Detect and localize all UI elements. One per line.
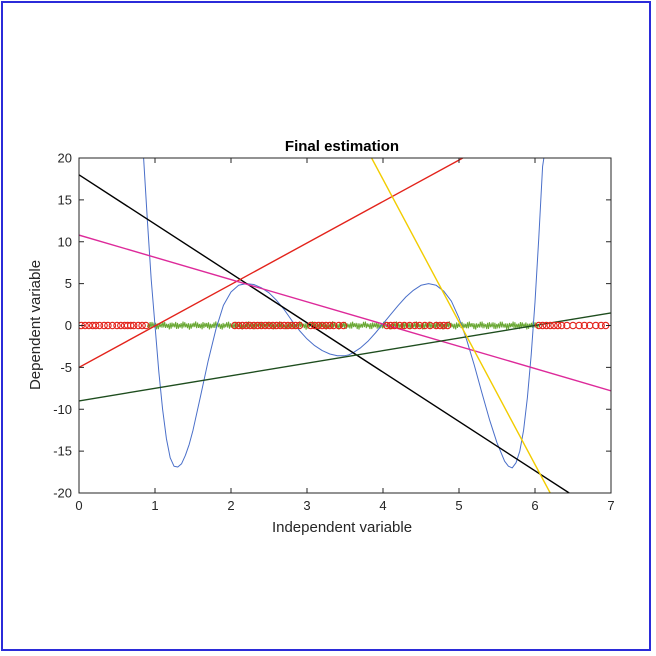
data-marker xyxy=(113,321,121,330)
data-marker xyxy=(142,321,150,330)
data-marker xyxy=(546,321,554,330)
data-marker xyxy=(242,321,250,330)
data-marker xyxy=(129,321,138,330)
data-marker xyxy=(386,321,395,330)
data-marker xyxy=(261,321,269,330)
data-marker xyxy=(284,321,292,330)
data-marker xyxy=(326,321,334,330)
data-marker xyxy=(314,321,323,330)
y-tick-label: 15 xyxy=(58,192,72,207)
data-marker xyxy=(138,321,146,330)
data-marker xyxy=(335,321,343,330)
data-marker xyxy=(250,321,258,330)
x-tick-label: 4 xyxy=(379,498,386,513)
data-marker xyxy=(440,321,448,330)
y-tick-label: -20 xyxy=(53,486,72,501)
noise-band xyxy=(146,321,540,330)
data-marker xyxy=(269,321,277,330)
chart-title: Final estimation xyxy=(285,138,399,155)
data-marker xyxy=(307,321,315,330)
data-marker xyxy=(253,321,262,330)
data-marker xyxy=(310,321,319,330)
data-marker xyxy=(329,321,338,330)
y-tick-label: 10 xyxy=(58,234,72,249)
y-tick-label: -5 xyxy=(60,360,72,375)
data-marker xyxy=(339,321,348,330)
x-tick-label: 3 xyxy=(303,498,310,513)
y-tick-label: 20 xyxy=(58,151,72,166)
series-line-5 xyxy=(370,158,551,493)
data-marker xyxy=(575,321,583,330)
data-marker xyxy=(405,321,414,330)
series-curve xyxy=(143,158,545,469)
data-marker xyxy=(100,321,108,330)
data-marker xyxy=(288,321,296,330)
series-line-2 xyxy=(79,158,464,369)
data-marker xyxy=(432,321,440,330)
data-marker xyxy=(265,321,273,330)
data-marker xyxy=(550,321,558,330)
data-marker xyxy=(276,321,285,330)
y-tick-label: 0 xyxy=(65,318,72,333)
data-marker xyxy=(322,321,330,330)
y-tick-label: 5 xyxy=(65,276,72,291)
data-marker xyxy=(597,321,605,330)
data-marker xyxy=(542,321,551,330)
data-marker xyxy=(238,321,247,330)
data-marker xyxy=(421,321,429,330)
series-line-4 xyxy=(79,312,611,402)
data-marker xyxy=(108,321,117,330)
data-marker xyxy=(395,321,404,330)
data-marker xyxy=(443,321,452,330)
data-marker xyxy=(557,321,566,330)
data-marker xyxy=(291,321,300,330)
y-tick-label: -10 xyxy=(53,402,72,417)
series-line-1 xyxy=(79,174,570,493)
data-marker xyxy=(400,321,409,330)
y-axis-label: Dependent variable xyxy=(27,260,44,390)
data-marker xyxy=(134,321,143,330)
data-marker xyxy=(104,321,112,330)
x-tick-label: 7 xyxy=(607,498,614,513)
data-marker xyxy=(295,321,304,330)
series-line-3 xyxy=(79,234,611,392)
x-axis-label: Independent variable xyxy=(272,519,412,536)
data-marker xyxy=(126,321,135,330)
data-marker xyxy=(257,321,266,330)
x-tick-label: 2 xyxy=(227,498,234,513)
data-marker xyxy=(592,321,600,330)
x-tick-label: 6 xyxy=(531,498,538,513)
data-marker xyxy=(535,321,543,330)
data-marker xyxy=(231,321,239,330)
x-tick-label: 1 xyxy=(151,498,158,513)
data-marker xyxy=(272,321,281,330)
data-marker xyxy=(280,321,288,330)
data-marker xyxy=(79,321,86,330)
data-marker xyxy=(580,321,589,330)
y-tick-label: -15 xyxy=(53,444,72,459)
x-tick-label: 5 xyxy=(455,498,462,513)
data-marker xyxy=(415,321,424,330)
data-marker xyxy=(318,321,326,330)
data-marker xyxy=(95,321,104,330)
data-marker xyxy=(383,321,391,330)
data-marker xyxy=(554,321,562,330)
x-tick-label: 0 xyxy=(75,498,82,513)
data-marker xyxy=(411,321,419,330)
data-marker xyxy=(538,321,547,330)
data-marker xyxy=(246,321,254,330)
data-marker xyxy=(234,321,243,330)
data-marker xyxy=(91,321,100,330)
data-marker xyxy=(436,321,444,330)
data-marker xyxy=(390,321,399,330)
